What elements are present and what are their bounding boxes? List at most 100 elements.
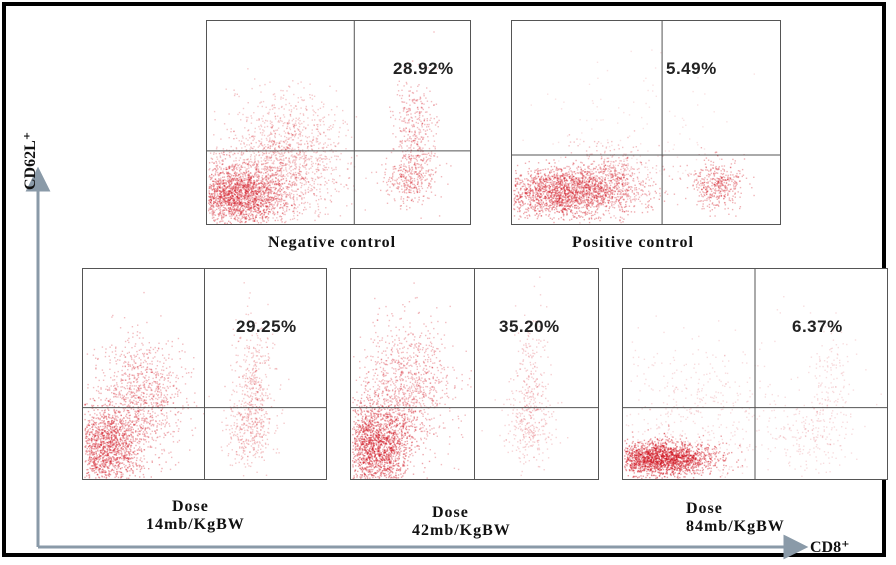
scatter-point: [218, 201, 220, 203]
scatter-point: [410, 199, 413, 202]
scatter-point: [416, 149, 419, 151]
scatter-point: [421, 102, 423, 104]
scatter-point: [272, 192, 275, 195]
scatter-point: [544, 184, 547, 186]
scatter-point: [573, 196, 576, 198]
scatter-point: [221, 191, 223, 193]
scatter-point: [297, 146, 300, 149]
scatter-point: [213, 188, 215, 190]
scatter-point: [242, 186, 244, 188]
scatter-point: [527, 179, 529, 182]
scatter-point: [307, 181, 309, 183]
scatter-point: [284, 221, 286, 224]
scatter-point: [209, 201, 212, 204]
scatter-point: [435, 167, 437, 169]
scatter-point: [572, 192, 574, 194]
scatter-point: [310, 188, 312, 190]
scatter-point: [330, 148, 333, 151]
scatter-point: [227, 173, 229, 176]
scatter-point: [554, 183, 556, 185]
scatter-point: [404, 169, 407, 172]
scatter-point: [311, 105, 314, 107]
scatter-point: [600, 204, 602, 206]
scatter-point: [309, 203, 311, 205]
scatter-point: [338, 142, 340, 144]
scatter-point: [280, 168, 282, 170]
scatter-point: [241, 192, 243, 194]
scatter-point: [222, 172, 224, 174]
scatter-point: [262, 100, 265, 103]
scatter-point: [572, 203, 574, 205]
scatter-point: [574, 204, 577, 207]
scatter-point: [226, 194, 228, 197]
scatter-point: [256, 192, 258, 195]
scatter-point: [283, 159, 285, 162]
scatter-point: [223, 123, 226, 125]
scatter-point: [287, 172, 289, 175]
scatter-point: [249, 187, 251, 189]
scatter-point: [386, 181, 388, 184]
scatter-point: [409, 137, 411, 139]
scatter-point: [552, 184, 555, 186]
scatter-point: [564, 183, 567, 185]
scatter-point: [408, 170, 410, 172]
scatter-point: [541, 175, 543, 177]
scatter-point: [256, 220, 258, 222]
scatter-point: [419, 138, 421, 140]
scatter-point: [265, 188, 267, 191]
scatter-point: [551, 196, 553, 198]
scatter-point: [423, 159, 425, 161]
scatter-point: [596, 180, 598, 182]
scatter-point: [258, 190, 260, 192]
scatter-point: [223, 194, 225, 197]
scatter-point: [302, 114, 305, 116]
scatter-point: [301, 165, 304, 167]
scatter-point: [422, 150, 424, 153]
scatter-point: [555, 191, 557, 194]
scatter-point: [253, 203, 255, 205]
scatter-point: [216, 201, 218, 204]
scatter-point: [423, 120, 425, 122]
scatter-point: [250, 189, 252, 191]
scatter-point: [216, 188, 218, 191]
scatter-point: [275, 143, 277, 145]
scatter-point: [586, 187, 588, 189]
scatter-point: [228, 154, 230, 156]
scatter-point: [311, 142, 313, 144]
scatter-point: [226, 186, 228, 188]
scatter-point: [263, 213, 265, 215]
scatter-point: [268, 167, 270, 169]
scatter-point: [310, 155, 312, 158]
scatter-point: [242, 174, 244, 176]
scatter-point: [274, 147, 276, 149]
scatter-point: [285, 157, 287, 159]
scatter-point: [225, 88, 227, 90]
scatter-point: [264, 191, 266, 194]
scatter-point: [243, 187, 245, 190]
scatter-point: [280, 140, 282, 142]
scatter-point: [522, 183, 525, 185]
scatter-point: [274, 150, 276, 153]
scatter-point: [578, 179, 580, 182]
scatter-point: [292, 198, 295, 200]
scatter-point: [222, 193, 224, 195]
scatter-point: [556, 188, 559, 190]
scatter-point: [395, 136, 397, 138]
scatter-point: [229, 208, 232, 210]
scatter-point: [412, 155, 415, 157]
scatter-point: [229, 199, 231, 201]
scatter-point: [233, 209, 235, 211]
scatter-point: [590, 192, 592, 195]
scatter-point: [214, 219, 216, 221]
scatter-point: [253, 191, 255, 194]
scatter-point: [558, 180, 560, 182]
scatter-point: [253, 163, 255, 166]
scatter-point: [539, 182, 541, 184]
scatter-point: [335, 190, 338, 192]
scatter-point: [246, 217, 248, 220]
scatter-point: [239, 193, 241, 196]
scatter-point: [215, 196, 218, 199]
scatter-point: [529, 190, 532, 192]
scatter-point: [407, 196, 409, 198]
scatter-point: [216, 189, 218, 192]
